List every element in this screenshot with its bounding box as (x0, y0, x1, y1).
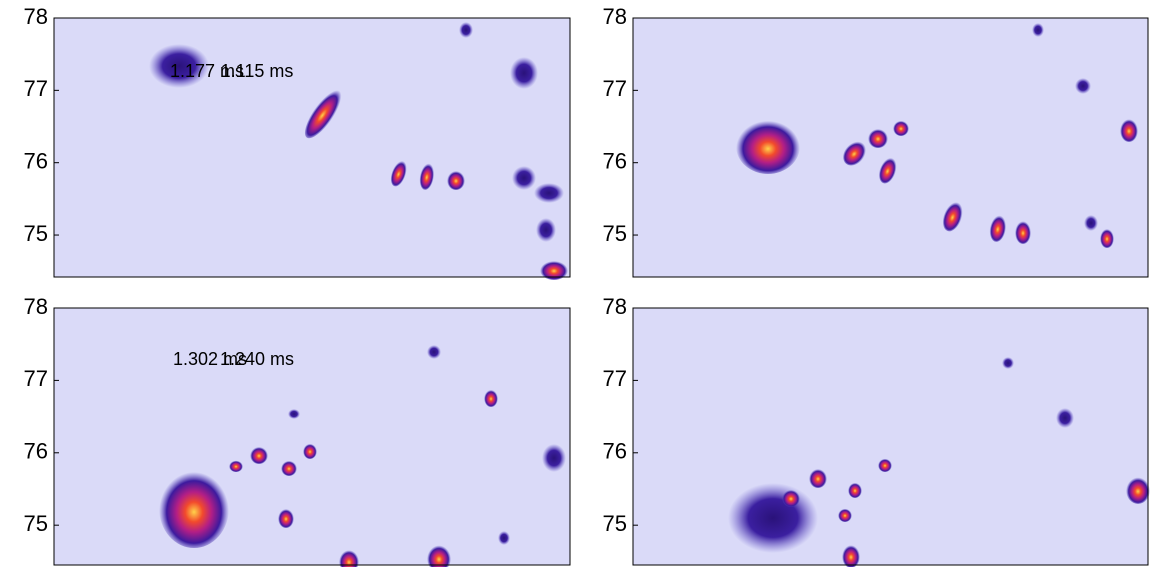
intensity-blob (782, 489, 800, 507)
intensity-blob (848, 482, 862, 498)
y-tick-label: 78 (24, 4, 48, 29)
y-tick-label: 75 (603, 511, 627, 536)
intensity-blob (893, 120, 909, 136)
y-tick-label: 78 (603, 4, 627, 29)
intensity-blob (536, 218, 556, 242)
intensity-blob (1120, 118, 1138, 142)
y-tick-label: 78 (24, 294, 48, 319)
intensity-blob (838, 508, 852, 522)
intensity-blob (1075, 78, 1091, 94)
intensity-blob (1056, 408, 1074, 428)
intensity-blob (484, 389, 498, 407)
plot-area (54, 18, 570, 277)
intensity-blob (1015, 220, 1031, 244)
intensity-blob (288, 409, 300, 419)
plot-area (54, 308, 570, 565)
intensity-blob (1002, 357, 1014, 369)
intensity-blob (159, 468, 229, 548)
intensity-blob (281, 460, 297, 476)
annotation: 1.302 ms (173, 349, 247, 369)
intensity-blob (447, 170, 465, 190)
intensity-blob (809, 468, 827, 488)
y-tick-label: 75 (24, 511, 48, 536)
plot-area (633, 18, 1148, 277)
plot-area (633, 308, 1148, 565)
intensity-blob (1084, 215, 1098, 231)
intensity-blob (498, 531, 510, 545)
y-tick-label: 77 (603, 76, 627, 101)
y-tick-label: 75 (603, 221, 627, 246)
intensity-blob (278, 508, 294, 528)
intensity-blob (459, 22, 473, 38)
intensity-blob (303, 443, 317, 459)
intensity-blob (736, 118, 800, 174)
intensity-blob (1100, 228, 1114, 248)
intensity-blob (534, 183, 564, 203)
intensity-blob (1032, 23, 1044, 37)
y-tick-label: 78 (603, 294, 627, 319)
y-tick-label: 77 (603, 366, 627, 391)
intensity-blob (728, 483, 818, 553)
intensity-blob (427, 345, 441, 359)
y-tick-label: 76 (603, 439, 627, 464)
intensity-blob (512, 166, 536, 190)
intensity-blob (542, 444, 566, 472)
figure: 757677781.115 ms757677781.177 ms75767778… (0, 0, 1152, 567)
intensity-blob (842, 544, 860, 567)
y-tick-label: 75 (24, 221, 48, 246)
y-tick-label: 77 (24, 76, 48, 101)
intensity-blob (868, 128, 888, 148)
y-tick-label: 76 (24, 149, 48, 174)
y-tick-label: 76 (24, 439, 48, 464)
annotation: 1.177 ms (170, 61, 244, 81)
y-tick-label: 76 (603, 149, 627, 174)
y-tick-label: 77 (24, 366, 48, 391)
intensity-blob (250, 446, 268, 464)
intensity-blob (510, 57, 538, 89)
intensity-blob (1126, 476, 1150, 504)
intensity-blob (878, 458, 892, 472)
intensity-blob (229, 460, 243, 472)
